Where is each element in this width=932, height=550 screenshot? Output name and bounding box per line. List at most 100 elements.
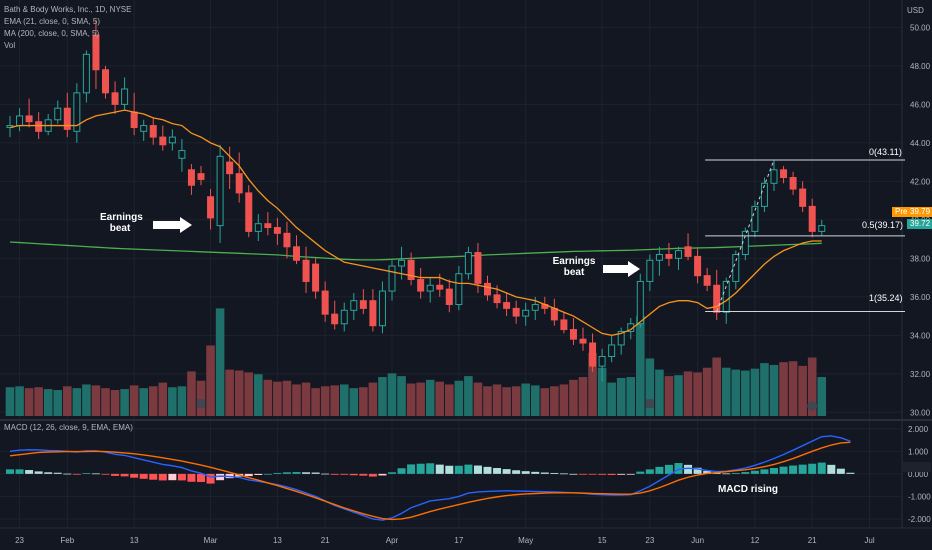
candle-body bbox=[369, 300, 377, 327]
macd-histogram-bar bbox=[63, 473, 72, 475]
macd-histogram-bar bbox=[750, 470, 759, 474]
macd-legend[interactable]: MACD (12, 26, close, 9, EMA, EMA) bbox=[4, 423, 133, 432]
volume-bar bbox=[129, 385, 139, 416]
candle bbox=[82, 50, 90, 103]
candle bbox=[378, 281, 386, 334]
candle-body bbox=[16, 115, 24, 127]
volume-bar bbox=[72, 388, 82, 416]
candle-body bbox=[703, 275, 711, 286]
time-tick-label: 12 bbox=[750, 536, 759, 545]
candle-body bbox=[331, 313, 339, 325]
time-tick-label: 15 bbox=[598, 536, 607, 545]
volume-bar bbox=[368, 382, 378, 416]
macd-histogram-bar bbox=[798, 464, 807, 474]
dividend-marker bbox=[807, 401, 818, 411]
last-price-tag: 39.72 bbox=[907, 219, 932, 229]
price-tick-label: 48.00 bbox=[910, 62, 931, 71]
volume-bar bbox=[693, 372, 702, 416]
candle-body bbox=[474, 252, 482, 284]
volume-bar bbox=[588, 352, 597, 416]
candle-body bbox=[378, 290, 386, 327]
candle bbox=[598, 348, 606, 382]
macd-histogram-bar bbox=[664, 464, 673, 474]
candle bbox=[560, 312, 568, 334]
candle bbox=[512, 300, 520, 324]
macd-histogram-bar bbox=[493, 468, 502, 474]
candle bbox=[140, 119, 148, 141]
candle bbox=[789, 171, 797, 195]
candle-body bbox=[426, 284, 434, 292]
macd-histogram-bar bbox=[722, 473, 731, 475]
candle-body bbox=[655, 253, 663, 261]
candle-body bbox=[445, 288, 453, 306]
volume-bar bbox=[43, 389, 53, 416]
macd-histogram-bar bbox=[789, 465, 798, 474]
macd-histogram-bar bbox=[741, 472, 750, 474]
volume-bar bbox=[225, 369, 234, 416]
volume-bar bbox=[349, 388, 359, 416]
candle-body bbox=[264, 223, 272, 229]
pre-market-label: Pre bbox=[892, 207, 911, 217]
candle bbox=[168, 129, 176, 151]
volume-bar bbox=[769, 364, 779, 416]
symbol-title: Bath & Body Works, Inc., 1D, NYSE bbox=[4, 5, 132, 14]
volume-bar bbox=[425, 379, 435, 416]
pre-market-price-tag: 39.79 bbox=[907, 207, 932, 217]
candle bbox=[646, 254, 654, 292]
macd-histogram-bar bbox=[282, 472, 291, 474]
volume-bar bbox=[244, 372, 254, 416]
price-tick-label: 38.00 bbox=[910, 254, 931, 263]
volume-bar bbox=[464, 376, 473, 416]
volume-bar bbox=[397, 376, 406, 416]
macd-histogram-bar bbox=[34, 471, 43, 474]
candle bbox=[273, 217, 281, 245]
volume-bar bbox=[158, 382, 168, 416]
volume-bar bbox=[416, 382, 425, 416]
candle-body bbox=[359, 300, 367, 309]
macd-histogram-bar bbox=[349, 473, 358, 476]
candle bbox=[359, 289, 367, 315]
candle-body bbox=[675, 250, 682, 259]
candle bbox=[63, 92, 71, 138]
macd-histogram-bar bbox=[139, 473, 148, 479]
fib-label-0: 0(43.11) bbox=[869, 147, 902, 157]
macd-histogram-bar bbox=[177, 473, 186, 481]
volume-bar bbox=[473, 382, 483, 416]
macd-histogram-bar bbox=[703, 470, 712, 474]
candle bbox=[751, 200, 759, 238]
candle-body bbox=[455, 273, 463, 306]
volume-bar bbox=[578, 377, 588, 416]
volume-bar bbox=[139, 388, 148, 416]
ema-legend[interactable]: EMA (21, close, 0, SMA, 5) bbox=[4, 17, 101, 26]
candle bbox=[684, 233, 692, 261]
macd-histogram-bar bbox=[311, 472, 320, 474]
volume-bar bbox=[502, 387, 511, 416]
candle-body bbox=[207, 196, 215, 219]
candle-body bbox=[168, 136, 176, 144]
candle bbox=[102, 65, 109, 99]
vol-legend[interactable]: Vol bbox=[4, 41, 16, 50]
candle bbox=[732, 250, 740, 290]
candle bbox=[426, 277, 434, 303]
candle-body bbox=[503, 302, 511, 309]
candle bbox=[235, 152, 243, 203]
macd-histogram-bar bbox=[445, 465, 454, 474]
candle bbox=[321, 281, 329, 322]
candle-body bbox=[54, 107, 62, 121]
candle bbox=[350, 292, 358, 320]
macd-histogram-bar bbox=[598, 473, 607, 475]
ma-legend[interactable]: MA (200, close, 0, SMA, 5) bbox=[4, 29, 100, 38]
candle-body bbox=[407, 259, 415, 281]
candle-body bbox=[73, 92, 81, 132]
candle bbox=[464, 246, 472, 280]
macd-rising-annotation: MACD rising bbox=[718, 484, 778, 495]
price-tick-label: 32.00 bbox=[910, 370, 931, 379]
volume-bar bbox=[110, 390, 120, 416]
candle bbox=[92, 19, 100, 89]
macd-histogram-bar bbox=[72, 473, 81, 475]
candle bbox=[73, 83, 81, 143]
volume-bar bbox=[273, 381, 282, 416]
price-tick-label: 36.00 bbox=[910, 293, 931, 302]
candle-body bbox=[102, 69, 109, 94]
